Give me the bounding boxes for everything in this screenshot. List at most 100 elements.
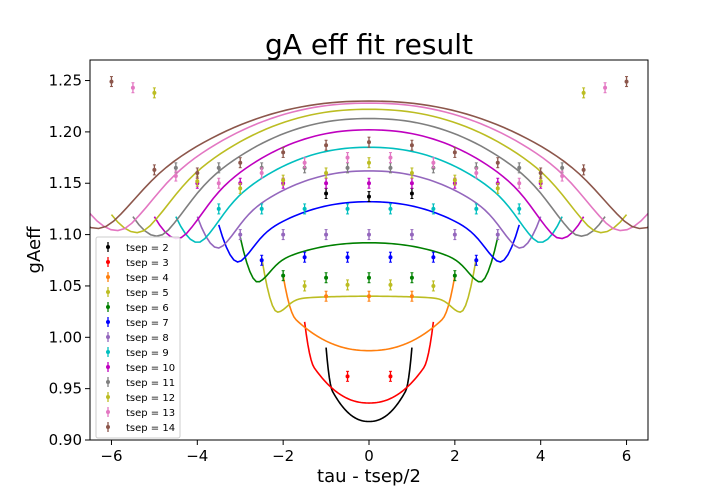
data-point-tsep-4-0 (324, 290, 329, 302)
data-point-tsep-14-12 (624, 76, 629, 88)
fit-curve-tsep-14 (90, 100, 648, 230)
svg-text:tsep = 11: tsep = 11 (126, 378, 175, 389)
data-point-tsep-14-3 (238, 157, 243, 169)
y-tick-label: 1.25 (49, 72, 82, 90)
svg-text:tsep = 3: tsep = 3 (126, 258, 169, 269)
data-point-tsep-11-1 (216, 162, 221, 174)
data-point-tsep-6-4 (452, 270, 457, 282)
svg-text:tsep = 12: tsep = 12 (126, 393, 175, 404)
legend-entry-tsep-7: tsep = 7 (106, 317, 169, 329)
data-point-tsep-9-6 (474, 203, 479, 215)
data-point-tsep-14-8 (452, 146, 457, 158)
data-point-tsep-4-2 (409, 290, 414, 302)
fit-curve-tsep-11 (132, 117, 606, 237)
fit-curve-tsep-6 (239, 236, 499, 283)
data-point-tsep-12-8 (495, 182, 500, 194)
data-point-tsep-8-5 (452, 229, 457, 241)
data-point-tsep-12-4 (324, 167, 329, 179)
data-point-tsep-14-5 (324, 139, 329, 151)
data-point-tsep-7-2 (345, 251, 350, 263)
svg-text:tsep = 8: tsep = 8 (126, 333, 169, 344)
data-point-tsep-8-4 (409, 229, 414, 241)
svg-text:tsep = 13: tsep = 13 (126, 408, 175, 419)
legend-entry-tsep-10: tsep = 10 (106, 362, 175, 374)
data-point-tsep-13-9 (517, 177, 522, 189)
fit-curve-tsep-10 (153, 129, 585, 240)
data-point-tsep-8-0 (238, 229, 243, 241)
data-point-tsep-7-1 (302, 251, 307, 263)
svg-text:tsep = 14: tsep = 14 (126, 423, 175, 434)
data-point-tsep-14-10 (538, 167, 543, 179)
y-tick-label: 1.05 (49, 277, 82, 295)
data-point-tsep-4-1 (367, 290, 371, 302)
legend-entry-tsep-14: tsep = 14 (106, 422, 175, 434)
legend-entry-tsep-8: tsep = 8 (106, 332, 169, 344)
x-tick-label: −2 (272, 447, 294, 465)
y-tick-label: 1.20 (49, 123, 82, 141)
x-tick-label: 2 (450, 447, 460, 465)
data-point-tsep-14-1 (152, 164, 157, 176)
data-point-tsep-13-5 (345, 152, 350, 164)
data-point-tsep-6-3 (409, 272, 414, 284)
data-point-tsep-9-4 (388, 203, 393, 215)
x-tick-label: 4 (536, 447, 546, 465)
data-point-tsep-10-5 (409, 177, 414, 189)
x-tick-label: −6 (100, 447, 122, 465)
data-point-tsep-7-0 (259, 254, 264, 266)
data-point-tsep-12-6 (409, 167, 414, 179)
data-point-tsep-7-5 (474, 254, 479, 266)
legend-entry-tsep-4: tsep = 4 (106, 272, 169, 284)
data-point-tsep-8-1 (281, 229, 286, 241)
data-point-tsep-13-2 (216, 177, 221, 189)
data-point-tsep-14-2 (195, 167, 200, 179)
data-point-tsep-13-3 (259, 167, 264, 179)
data-point-tsep-9-1 (259, 203, 264, 215)
data-point-tsep-14-6 (367, 136, 371, 148)
data-point-tsep-12-0 (152, 87, 157, 99)
data-point-tsep-12-5 (367, 157, 371, 169)
svg-text:tsep = 2: tsep = 2 (126, 243, 169, 254)
data-point-tsep-12-7 (452, 174, 457, 186)
fit-curve-tsep-8 (196, 170, 542, 249)
y-axis-label: gAeff (24, 226, 45, 273)
data-point-tsep-9-3 (345, 203, 350, 215)
data-point-tsep-2-2 (409, 188, 414, 200)
data-point-tsep-14-0 (109, 76, 114, 88)
data-point-tsep-9-2 (302, 203, 307, 215)
data-point-tsep-8-6 (495, 229, 500, 241)
svg-text:tsep = 10: tsep = 10 (126, 363, 175, 374)
data-point-tsep-7-3 (388, 251, 393, 263)
data-point-tsep-13-7 (431, 157, 436, 169)
legend-entry-tsep-6: tsep = 6 (106, 302, 169, 314)
legend-entry-tsep-12: tsep = 12 (106, 392, 175, 404)
legend-entry-tsep-2: tsep = 2 (106, 242, 169, 254)
data-point-tsep-13-0 (130, 82, 135, 94)
data-point-tsep-13-4 (302, 157, 307, 169)
x-tick-label: 0 (364, 447, 374, 465)
legend-entry-tsep-5: tsep = 5 (106, 287, 169, 299)
data-point-tsep-14-4 (281, 146, 286, 158)
data-point-tsep-12-3 (281, 174, 286, 186)
plot-area (90, 76, 648, 423)
data-point-tsep-13-1 (173, 170, 178, 182)
legend-entry-tsep-13: tsep = 13 (106, 407, 175, 419)
data-point-tsep-14-9 (495, 157, 500, 169)
fit-curve-tsep-4 (282, 275, 456, 352)
data-point-tsep-2-0 (324, 188, 329, 200)
data-point-tsep-6-2 (367, 272, 371, 284)
data-point-tsep-5-2 (388, 279, 393, 291)
data-point-tsep-5-0 (302, 280, 307, 292)
svg-text:tsep = 7: tsep = 7 (126, 318, 169, 329)
data-point-tsep-9-5 (431, 203, 436, 215)
data-point-tsep-9-7 (517, 203, 522, 215)
y-tick-label: 0.90 (49, 431, 82, 449)
x-axis-label: tau - tsep/2 (317, 466, 421, 487)
data-point-tsep-8-3 (367, 229, 371, 241)
svg-text:tsep = 4: tsep = 4 (126, 273, 169, 284)
svg-text:tsep = 6: tsep = 6 (126, 303, 169, 314)
x-tick-label: 6 (622, 447, 632, 465)
data-point-tsep-12-10 (581, 87, 586, 99)
y-tick-label: 1.15 (49, 174, 82, 192)
fit-curve-tsep-13 (90, 102, 648, 232)
